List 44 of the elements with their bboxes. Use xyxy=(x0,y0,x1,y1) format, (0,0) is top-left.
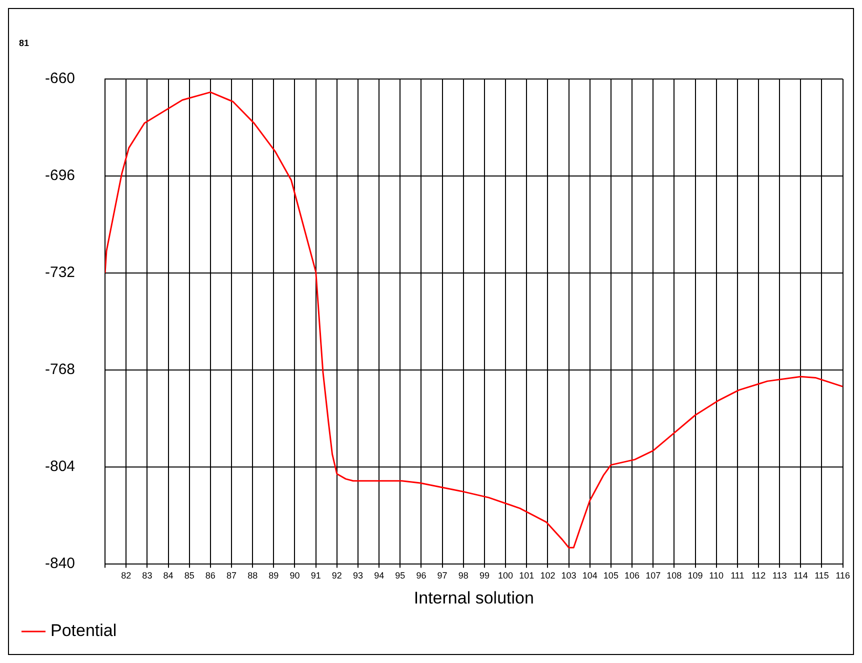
x-tick-label: 108 xyxy=(666,570,682,581)
x-tick-label: 82 xyxy=(121,570,132,581)
x-tick-label: 92 xyxy=(332,570,342,581)
x-tick-label: 114 xyxy=(793,570,808,581)
x-tick-label: 112 xyxy=(751,570,766,581)
x-tick-label: 86 xyxy=(205,570,216,581)
x-tick-label: 106 xyxy=(624,570,640,581)
x-tick-label: 103 xyxy=(561,570,576,581)
x-tick-label: 104 xyxy=(582,570,598,581)
y-tick-label: -840 xyxy=(44,554,76,572)
x-tick-label: 98 xyxy=(458,570,468,581)
legend-label: Potential xyxy=(50,621,117,640)
x-tick-label: 83 xyxy=(142,570,152,581)
y-tick-label: -768 xyxy=(44,361,76,378)
x-tick-label: 85 xyxy=(184,570,194,581)
x-tick-label: 94 xyxy=(374,570,384,581)
x-tick-label: 97 xyxy=(437,570,448,581)
y-tick-label: -732 xyxy=(44,264,76,282)
x-tick-label: 93 xyxy=(352,570,363,581)
y-tick-label: -804 xyxy=(44,458,76,475)
x-tick-label: 100 xyxy=(498,570,514,581)
x-tick-label: 116 xyxy=(836,570,850,581)
text: 81 xyxy=(19,38,30,48)
x-tick-label: 89 xyxy=(268,570,279,581)
x-tick-label: 90 xyxy=(290,570,300,581)
x-tick-label: 95 xyxy=(395,570,406,581)
y-tick-label: -696 xyxy=(44,167,76,184)
x-tick-label: 113 xyxy=(772,570,787,581)
x-tick-label: 88 xyxy=(248,570,258,581)
x-tick-label: 101 xyxy=(519,570,534,581)
x-tick-label: 107 xyxy=(646,570,661,581)
x-tick-label: 87 xyxy=(226,570,237,581)
x-tick-label: 102 xyxy=(540,570,556,581)
x-tick-label: 109 xyxy=(688,570,703,581)
x-tick-label: 111 xyxy=(730,570,744,581)
x-tick-label: 105 xyxy=(603,570,618,581)
x-tick-label: 115 xyxy=(814,570,829,581)
x-tick-label: 99 xyxy=(479,570,490,581)
x-tick-label: 84 xyxy=(163,570,174,581)
x-tick-label: 110 xyxy=(709,570,724,581)
x-tick-label: 96 xyxy=(416,570,426,581)
y-tick-label: -660 xyxy=(44,70,76,88)
x-tick-label: 91 xyxy=(310,570,321,581)
x-axis-title: Internal solution xyxy=(414,588,534,608)
